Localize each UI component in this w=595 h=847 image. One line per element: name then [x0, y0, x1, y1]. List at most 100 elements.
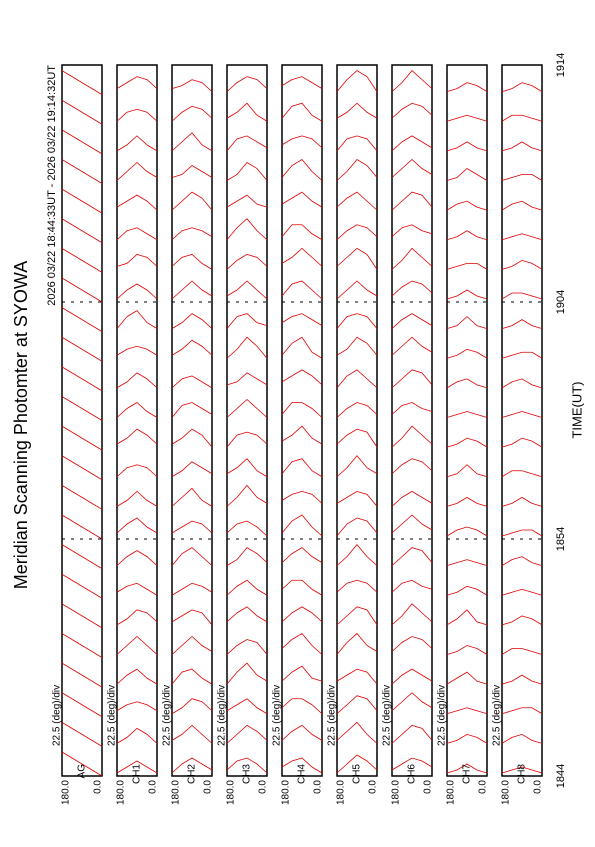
scan-trace: [226, 639, 268, 655]
scan-trace: [446, 585, 488, 596]
scan-trace: [501, 411, 543, 418]
scan-trace: [281, 224, 323, 241]
scan-trace: [171, 375, 213, 389]
scan-trace: [171, 402, 213, 418]
scan-trace: [446, 316, 488, 330]
x-tick-label: 1904: [555, 290, 567, 314]
scan-trace: [226, 194, 268, 208]
scan-trace: [171, 253, 213, 270]
scan-trace: [281, 514, 323, 537]
scan-trace: [226, 76, 268, 92]
scan-trace: [61, 692, 103, 718]
scan-trace: [391, 135, 433, 152]
scan-trace: [501, 378, 543, 389]
scan-trace: [446, 114, 488, 122]
scan-trace: [116, 283, 158, 300]
scan-trace: [281, 191, 323, 208]
y-tick-label: 180.0: [61, 780, 72, 805]
scan-trace: [446, 733, 488, 744]
scan-trace: [446, 168, 488, 181]
scan-trace: [391, 514, 433, 534]
scan-trace: [391, 369, 433, 389]
scan-trace: [171, 339, 213, 356]
x-tick-label: 1854: [555, 527, 567, 551]
scan-trace: [226, 161, 268, 181]
scale-label: 22.5 (deg)/div: [382, 685, 393, 746]
scan-trace: [116, 517, 158, 534]
scan-trace: [501, 174, 543, 181]
scan-trace: [501, 615, 543, 626]
scan-trace: [226, 458, 268, 478]
channel-name: CH3: [242, 764, 253, 784]
scan-trace: [281, 579, 323, 596]
scan-trace: [171, 79, 213, 92]
scan-trace: [281, 369, 323, 386]
scan-trace: [116, 490, 158, 507]
scan-trace: [226, 662, 268, 685]
channel-name: CH2: [187, 764, 198, 784]
scan-trace: [336, 313, 378, 329]
scan-trace: [391, 603, 433, 626]
scan-trace: [501, 259, 543, 270]
scan-trace: [281, 665, 323, 682]
channel-name: CH8: [517, 764, 528, 784]
scan-trace: [336, 455, 378, 478]
scan-trace: [446, 609, 488, 626]
scan-trace: [391, 490, 433, 507]
scan-trace: [226, 520, 268, 537]
scan-trace: [226, 253, 268, 270]
scan-trace: [171, 757, 213, 774]
scan-trace: [116, 668, 158, 685]
scan-trace: [446, 141, 488, 152]
scan-trace: [226, 372, 268, 386]
scan-trace: [391, 579, 433, 593]
scan-trace: [116, 161, 158, 181]
scale-label: 22.5 (deg)/div: [107, 685, 118, 746]
scan-trace: [336, 247, 378, 270]
scan-trace: [116, 108, 158, 122]
scan-trace: [61, 662, 103, 688]
scan-trace: [281, 313, 323, 326]
scan-trace: [336, 158, 378, 181]
y-tick-label: 180.0: [391, 780, 402, 805]
scan-trace: [501, 674, 543, 685]
scan-trace: [336, 579, 378, 593]
scan-trace: [446, 82, 488, 93]
scan-trace: [116, 635, 158, 655]
channel-name: CH1: [132, 764, 143, 784]
scan-trace: [336, 668, 378, 685]
scan-trace: [61, 218, 103, 244]
scan-trace: [61, 514, 103, 540]
period: 2026 03/22 18:44:33UT - 2026 03/22 19:14…: [46, 65, 58, 306]
scan-trace: [336, 102, 378, 119]
y-tick-label: 0.0: [368, 780, 379, 794]
scan-trace: [391, 158, 433, 178]
scan-trace: [391, 668, 433, 685]
scan-trace: [116, 227, 158, 241]
scan-trace: [501, 233, 543, 241]
scan-trace: [281, 547, 323, 563]
scan-trace: [446, 348, 488, 359]
scan-trace: [336, 428, 378, 448]
scan-trace: [281, 425, 323, 445]
scan-trace: [336, 280, 378, 300]
scan-trace: [61, 396, 103, 421]
scan-trace: [116, 582, 158, 596]
scan-trace: [501, 733, 543, 744]
y-tick-label: 0.0: [148, 780, 159, 794]
scan-trace: [226, 698, 268, 715]
channel-name: CH6: [407, 764, 418, 784]
scan-trace: [391, 191, 433, 211]
scan-trace: [281, 336, 323, 359]
scan-trace: [116, 727, 158, 744]
scan-trace: [226, 280, 268, 300]
scan-trace: [501, 319, 543, 330]
scan-trace: [501, 648, 543, 655]
scan-trace: [501, 351, 543, 359]
scan-trace: [336, 544, 378, 566]
scan-trace: [446, 378, 488, 389]
y-tick-label: 0.0: [533, 780, 544, 794]
scan-trace: [391, 757, 433, 771]
scan-trace: [171, 132, 213, 152]
